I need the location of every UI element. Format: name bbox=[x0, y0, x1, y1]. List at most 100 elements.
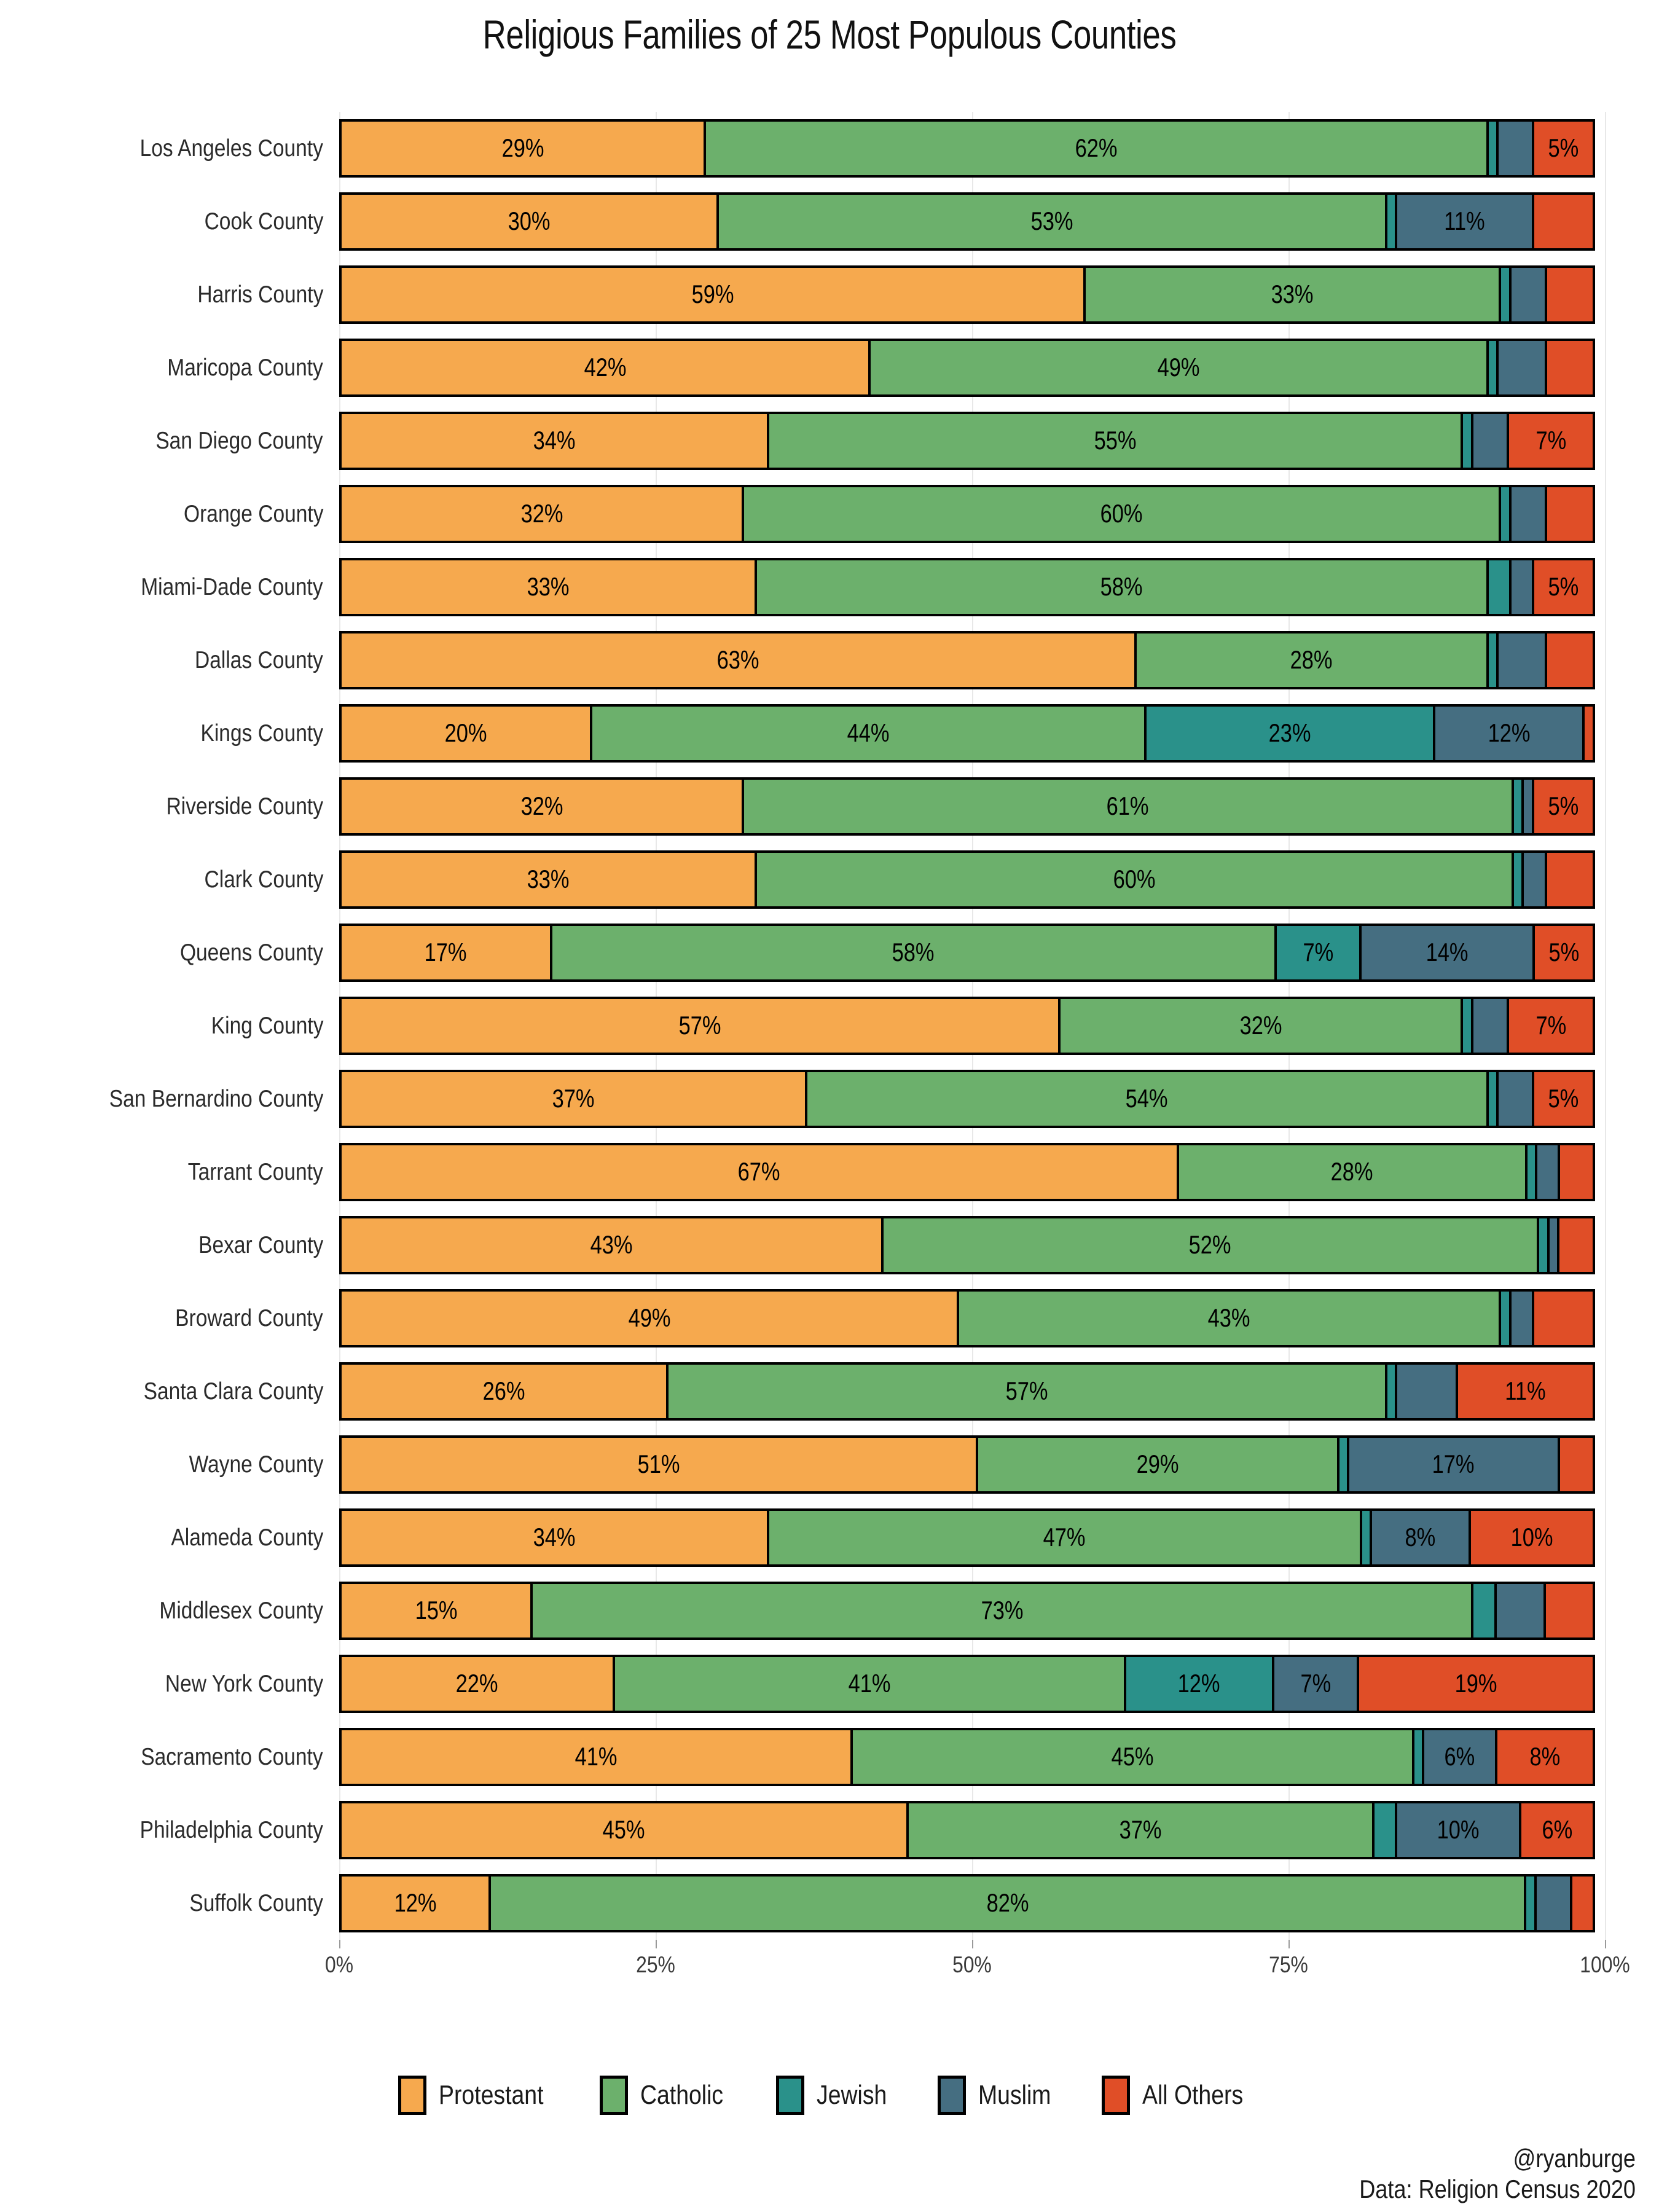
bar-segment-all-others bbox=[1531, 192, 1595, 251]
legend: Protestant Catholic Jewish Muslim All Others bbox=[0, 2076, 1659, 2115]
segment-value-label: 55% bbox=[1094, 425, 1137, 455]
category-label: Broward County bbox=[175, 1305, 323, 1332]
bar-segment-catholic: 54% bbox=[805, 1070, 1489, 1128]
bar-segment-protestant: 42% bbox=[339, 339, 871, 397]
bar-row: Dallas County 63% 28% bbox=[195, 631, 1605, 689]
segment-value-label: 37% bbox=[552, 1083, 595, 1113]
category-label: New York County bbox=[165, 1671, 323, 1697]
stacked-bar: 29% 62% 5% bbox=[339, 119, 1605, 178]
segment-value-label: 6% bbox=[1444, 1741, 1475, 1771]
stacked-bar: 57% 32% 7% bbox=[339, 997, 1605, 1055]
bar-row: Los Angeles County 29% 62% 5% bbox=[140, 119, 1605, 178]
bar-segment-all-others bbox=[1557, 1435, 1595, 1494]
bar-row: Clark County 33% 60% bbox=[204, 850, 1605, 909]
stacked-bar: 15% 73% bbox=[339, 1582, 1605, 1640]
bar-segment-all-others: 5% bbox=[1531, 558, 1595, 616]
stacked-bar: 34% 47% 8% 10% bbox=[339, 1508, 1605, 1567]
bar-segment-catholic: 45% bbox=[850, 1728, 1415, 1786]
legend-swatch-icon bbox=[398, 2076, 426, 2115]
legend-swatch-icon bbox=[937, 2076, 966, 2115]
bar-row: San Diego County 34% 55% 7% bbox=[156, 412, 1605, 470]
bar-segment-muslim bbox=[1470, 997, 1509, 1055]
legend-item[interactable]: Catholic bbox=[600, 2076, 738, 2115]
bar-segment-jewish bbox=[1470, 1582, 1497, 1640]
bar-segment-muslim bbox=[1508, 485, 1547, 543]
segment-value-label: 32% bbox=[520, 498, 563, 528]
bar-segment-protestant: 63% bbox=[339, 631, 1137, 689]
bar-row: Tarrant County 67% 28% bbox=[188, 1143, 1605, 1201]
legend-item[interactable]: Muslim bbox=[937, 2076, 1064, 2115]
bar-segment-catholic: 37% bbox=[906, 1801, 1375, 1859]
legend-item[interactable]: All Others bbox=[1102, 2076, 1261, 2115]
bar-segment-muslim: 8% bbox=[1370, 1508, 1471, 1567]
category-label: Santa Clara County bbox=[143, 1378, 323, 1405]
bar-segment-catholic: 43% bbox=[957, 1289, 1502, 1347]
category-label: Cook County bbox=[204, 208, 323, 235]
bar-row: Miami-Dade County 33% 58% 5% bbox=[141, 558, 1605, 616]
bar-segment-jewish: 7% bbox=[1274, 924, 1362, 982]
segment-value-label: 43% bbox=[590, 1230, 633, 1259]
bar-segment-muslim bbox=[1496, 339, 1547, 397]
bar-row: Philadelphia County 45% 37% 10% 6% bbox=[140, 1801, 1605, 1859]
segment-value-label: 54% bbox=[1125, 1083, 1168, 1113]
bar-segment-catholic: 44% bbox=[590, 704, 1147, 763]
segment-value-label: 30% bbox=[508, 206, 551, 235]
bar-segment-catholic: 47% bbox=[767, 1508, 1362, 1567]
segment-value-label: 5% bbox=[1548, 791, 1579, 820]
category-label: Middlesex County bbox=[159, 1598, 323, 1624]
bar-segment-catholic: 60% bbox=[742, 485, 1502, 543]
bar-row: Cook County 30% 53% 11% bbox=[204, 192, 1605, 251]
stacked-bar: 59% 33% bbox=[339, 265, 1605, 324]
bar-segment-muslim: 14% bbox=[1359, 924, 1535, 982]
segment-value-label: 60% bbox=[1100, 498, 1143, 528]
bar-segment-jewish bbox=[1486, 558, 1512, 616]
stacked-bar: 32% 61% 5% bbox=[339, 777, 1605, 836]
bar-segment-protestant: 32% bbox=[339, 485, 745, 543]
bar-segment-protestant: 43% bbox=[339, 1216, 884, 1274]
bar-segment-all-others: 11% bbox=[1456, 1362, 1595, 1421]
bar-segment-catholic: 49% bbox=[868, 339, 1489, 397]
bar-segment-muslim: 6% bbox=[1422, 1728, 1497, 1786]
segment-value-label: 7% bbox=[1303, 937, 1333, 967]
bar-segment-muslim bbox=[1494, 1582, 1546, 1640]
category-label: Philadelphia County bbox=[139, 1817, 323, 1843]
segment-value-label: 14% bbox=[1426, 937, 1469, 967]
bar-segment-catholic: 28% bbox=[1134, 631, 1489, 689]
axis-tick-label: 0% bbox=[325, 1952, 353, 1977]
segment-value-label: 53% bbox=[1030, 206, 1073, 235]
bar-segment-all-others bbox=[1557, 1216, 1595, 1274]
stacked-bar: 32% 60% bbox=[339, 485, 1605, 543]
stacked-bar: 33% 60% bbox=[339, 850, 1605, 909]
stacked-bar: 63% 28% bbox=[339, 631, 1605, 689]
bar-segment-muslim bbox=[1508, 558, 1534, 616]
legend-label: Jewish bbox=[817, 2080, 887, 2110]
stacked-bar: 20% 44% 23% 12% bbox=[339, 704, 1605, 763]
bar-segment-catholic: 82% bbox=[488, 1874, 1527, 1932]
segment-value-label: 57% bbox=[1005, 1376, 1048, 1405]
category-label: Riverside County bbox=[166, 793, 323, 820]
segment-value-label: 61% bbox=[1107, 791, 1149, 820]
axis-tick-mark bbox=[656, 1940, 657, 1948]
category-label: King County bbox=[211, 1013, 323, 1039]
segment-value-label: 52% bbox=[1188, 1230, 1231, 1259]
segment-value-label: 7% bbox=[1535, 1010, 1566, 1040]
bar-segment-all-others bbox=[1544, 485, 1595, 543]
stacked-bar: 22% 41% 12% 7% 19% bbox=[339, 1655, 1605, 1713]
bar-segment-protestant: 51% bbox=[339, 1435, 979, 1494]
bar-row: Riverside County 32% 61% 5% bbox=[167, 777, 1605, 836]
category-label: Los Angeles County bbox=[139, 135, 323, 162]
bar-rows: Los Angeles County 29% 62% 5% Cook County 30%… bbox=[109, 112, 1605, 1940]
segment-value-label: 12% bbox=[394, 1888, 437, 1917]
segment-value-label: 29% bbox=[1136, 1449, 1179, 1478]
stacked-bar: 17% 58% 7% 14% 5% bbox=[339, 924, 1605, 982]
footer-source: Data: Religion Census 2020 bbox=[1359, 2174, 1636, 2203]
legend-item[interactable]: Jewish bbox=[776, 2076, 900, 2115]
segment-value-label: 29% bbox=[501, 133, 544, 162]
segment-value-label: 33% bbox=[1271, 279, 1314, 308]
bar-row: Santa Clara County 26% 57% 11% bbox=[143, 1362, 1605, 1421]
bar-segment-all-others bbox=[1569, 1874, 1595, 1932]
segment-value-label: 19% bbox=[1454, 1668, 1497, 1698]
legend-item[interactable]: Protestant bbox=[398, 2076, 562, 2115]
segment-value-label: 63% bbox=[716, 645, 759, 674]
bar-segment-protestant: 17% bbox=[339, 924, 552, 982]
